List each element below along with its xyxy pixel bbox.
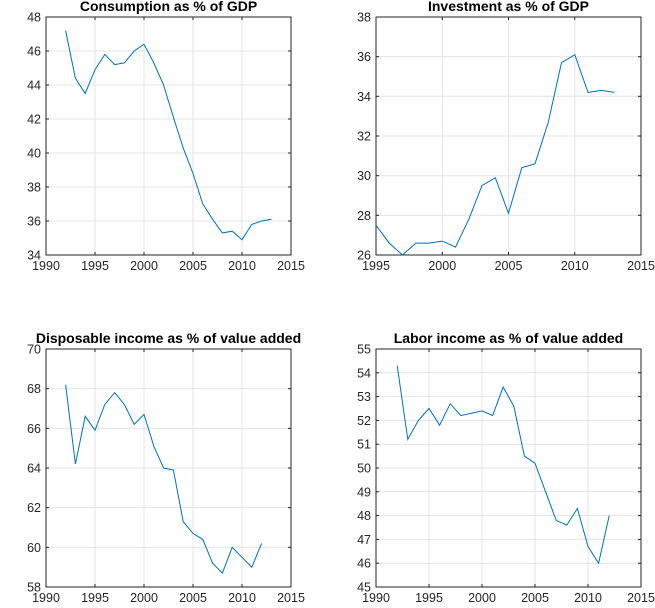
y-tick-label: 38	[27, 181, 41, 195]
y-tick-label: 30	[357, 169, 371, 183]
y-tick-label: 49	[357, 485, 371, 499]
y-tick-label: 38	[357, 11, 371, 25]
y-tick-label: 60	[27, 541, 41, 555]
chart-labor: 1990 1995 2000 2005 2010 2015 45 46 47 48 49 50 51 52…	[357, 330, 655, 605]
y-tick-label: 66	[27, 422, 41, 436]
y-tick-label: 54	[357, 366, 371, 380]
x-tick-label: 2010	[228, 591, 256, 605]
x-tick-label: 2015	[277, 259, 305, 273]
plot-frame	[375, 16, 642, 256]
y-tick-label: 40	[27, 147, 41, 161]
x-tick-label: 1990	[362, 591, 390, 605]
x-tick-label: 1990	[32, 591, 60, 605]
x-tick-label: 2015	[277, 591, 305, 605]
series-line	[375, 53, 615, 256]
y-tick-label: 36	[27, 215, 41, 229]
y-tick-label: 47	[357, 533, 371, 547]
y-tick-label: 53	[357, 390, 371, 404]
y-tick-label: 34	[27, 249, 41, 263]
chart-title: Labor income as % of value added	[394, 330, 624, 346]
y-tick-label: 42	[27, 113, 41, 127]
y-tick-label: 28	[357, 209, 371, 223]
x-tick-label: 2010	[561, 259, 589, 273]
x-tick-label: 2000	[428, 259, 456, 273]
x-tick-label: 1990	[32, 259, 60, 273]
y-tick-label: 70	[27, 343, 41, 357]
plot-frame	[375, 348, 642, 588]
series-line	[65, 384, 263, 575]
chart-investment: 1995 2000 2005 2010 2015 26 28 30 32 34 36 38 Invest…	[357, 0, 655, 273]
x-tick-label: 2000	[130, 591, 158, 605]
chart-title: Disposable income as % of value added	[36, 330, 301, 346]
y-tick-label: 52	[357, 414, 371, 428]
x-tick-label: 2000	[130, 259, 158, 273]
y-tick-label: 46	[27, 45, 41, 59]
x-tick-label: 2010	[228, 259, 256, 273]
x-tick-label: 2005	[179, 259, 207, 273]
y-tick-label: 44	[27, 79, 41, 93]
x-tick-label: 2000	[468, 591, 496, 605]
series-line	[396, 365, 610, 565]
chart-consumption: 1990 1995 2000 2005 2010 2015 34 36 38 40 42 44 46 48…	[27, 0, 305, 273]
y-tick-label: 26	[357, 249, 371, 263]
x-tick-label: 2005	[179, 591, 207, 605]
y-tick-label: 50	[357, 462, 371, 476]
x-tick-label: 2015	[627, 591, 655, 605]
y-tick-label: 34	[357, 90, 371, 104]
x-tick-label: 1995	[81, 259, 109, 273]
chart-disposable: 1990 1995 2000 2005 2010 2015 58 60 62 64 66 68 70Di…	[27, 330, 305, 605]
plot-frame	[45, 16, 292, 256]
series-line	[65, 30, 272, 241]
y-tick-label: 68	[27, 382, 41, 396]
y-tick-label: 36	[357, 50, 371, 64]
y-tick-label: 64	[27, 462, 41, 476]
chart-title: Investment as % of GDP	[428, 0, 589, 14]
y-tick-label: 32	[357, 130, 371, 144]
y-tick-label: 45	[357, 581, 371, 595]
y-tick-label: 51	[357, 438, 371, 452]
x-tick-label: 2015	[627, 259, 655, 273]
x-tick-label: 1995	[81, 591, 109, 605]
x-tick-label: 1995	[362, 259, 390, 273]
y-tick-label: 48	[357, 509, 371, 523]
y-tick-label: 55	[357, 343, 371, 357]
y-tick-label: 46	[357, 557, 371, 571]
chart-title: Consumption as % of GDP	[80, 0, 257, 14]
plot-frame	[45, 348, 292, 588]
x-tick-label: 2005	[495, 259, 523, 273]
x-tick-label: 2010	[574, 591, 602, 605]
x-tick-label: 1995	[415, 591, 443, 605]
y-tick-label: 62	[27, 501, 41, 515]
y-tick-label: 48	[27, 11, 41, 25]
y-tick-label: 58	[27, 581, 41, 595]
x-tick-label: 2005	[521, 591, 549, 605]
